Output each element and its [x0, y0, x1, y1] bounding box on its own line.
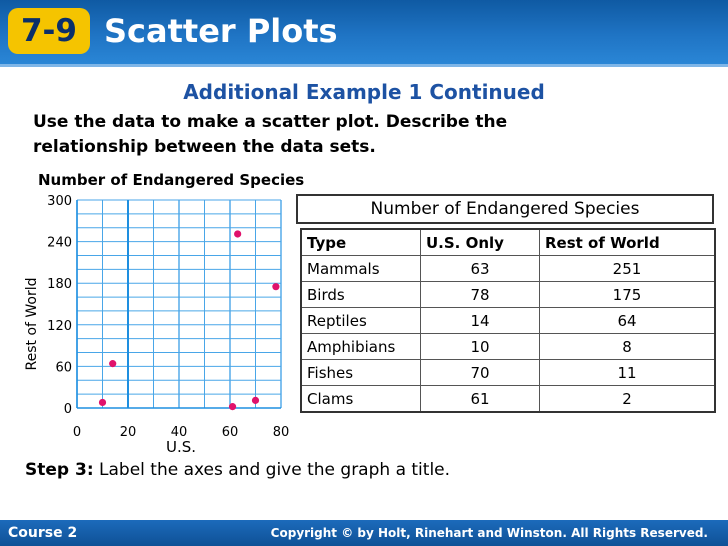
data-point	[228, 403, 237, 411]
step-label: Step 3:	[25, 460, 94, 480]
data-point	[251, 396, 260, 404]
cell-world: 175	[539, 281, 716, 308]
y-axis-label: Rest of World	[24, 277, 40, 370]
cell-us: 14	[420, 307, 540, 334]
step-instruction: Step 3: Label the axes and give the grap…	[25, 460, 450, 480]
x-tick-labels: 0 20 40 60 80	[73, 425, 289, 440]
subtitle-text: Additional Example 1 Continued	[183, 80, 545, 104]
cell-world: 11	[539, 359, 716, 386]
cell-us: 78	[420, 281, 540, 308]
cell-type: Fishes	[300, 359, 421, 386]
col-header-us: U.S. Only	[420, 228, 540, 256]
data-point	[272, 283, 280, 291]
cell-type: Clams	[300, 385, 421, 413]
table-title: Number of Endangered Species	[296, 194, 714, 224]
data-point	[98, 398, 107, 407]
header-underline	[0, 64, 728, 67]
prompt-line-2: relationship between the data sets.	[33, 137, 376, 157]
scatter-chart: 0 60 120 180 240 300 0 20 40 60 80 U.S. Rest of W…	[24, 194, 289, 456]
course-label: Course 2	[8, 525, 78, 541]
table-row: Amphibians 10 8	[300, 333, 716, 360]
prompt-text: Use the data to make a scatter plot. Des…	[33, 110, 673, 160]
x-tick-label: 80	[273, 425, 290, 440]
cell-type: Amphibians	[300, 333, 421, 360]
x-tick-label: 20	[120, 425, 137, 440]
table-row: Birds 78 175	[300, 281, 716, 308]
header-title: Scatter Plots	[104, 12, 338, 50]
chart-grid	[76, 199, 282, 409]
table-row: Fishes 70 11	[300, 359, 716, 386]
x-tick-label: 60	[222, 425, 239, 440]
header-bar: 7-9 Scatter Plots	[0, 0, 728, 64]
col-header-type: Type	[300, 228, 421, 256]
footer-bar: Course 2 Copyright © by Holt, Rinehart a…	[0, 520, 728, 546]
cell-us: 61	[420, 385, 540, 413]
x-tick-label: 40	[171, 425, 188, 440]
cell-world: 251	[539, 255, 716, 282]
y-tick-label: 240	[47, 236, 72, 251]
x-tick-label: 0	[73, 425, 81, 440]
chart-axes	[76, 200, 281, 409]
data-point	[109, 360, 117, 368]
table-row: Reptiles 14 64	[300, 307, 716, 334]
cell-type: Birds	[300, 281, 421, 308]
cell-type: Mammals	[300, 255, 421, 282]
cell-type: Reptiles	[300, 307, 421, 334]
table-header-row: Type U.S. Only Rest of World	[300, 228, 716, 256]
cell-us: 70	[420, 359, 540, 386]
y-tick-label: 60	[55, 360, 72, 375]
cell-us: 10	[420, 333, 540, 360]
prompt-line-1: Use the data to make a scatter plot. Des…	[33, 112, 508, 132]
data-points	[98, 230, 280, 411]
y-tick-label: 0	[64, 402, 72, 417]
table-row: Mammals 63 251	[300, 255, 716, 282]
step-text: Label the axes and give the graph a titl…	[93, 460, 451, 480]
species-table: Type U.S. Only Rest of World Mammals 63 …	[300, 228, 716, 413]
data-point	[234, 230, 242, 238]
y-tick-label: 300	[47, 194, 72, 209]
subtitle: Additional Example 1 Continued	[0, 80, 728, 104]
cell-us: 63	[420, 255, 540, 282]
copyright-text: Copyright © by Holt, Rinehart and Winsto…	[270, 526, 708, 540]
cell-world: 2	[539, 385, 716, 413]
y-tick-label: 120	[47, 319, 72, 334]
table-row: Clams 61 2	[300, 385, 716, 413]
y-tick-labels: 0 60 120 180 240 300	[47, 194, 72, 417]
y-tick-label: 180	[47, 277, 72, 292]
cell-world: 8	[539, 333, 716, 360]
col-header-world: Rest of World	[539, 228, 716, 256]
lesson-badge: 7-9	[8, 8, 90, 54]
chart-title: Number of Endangered Species	[38, 171, 305, 189]
cell-world: 64	[539, 307, 716, 334]
x-axis-label: U.S.	[166, 438, 196, 456]
